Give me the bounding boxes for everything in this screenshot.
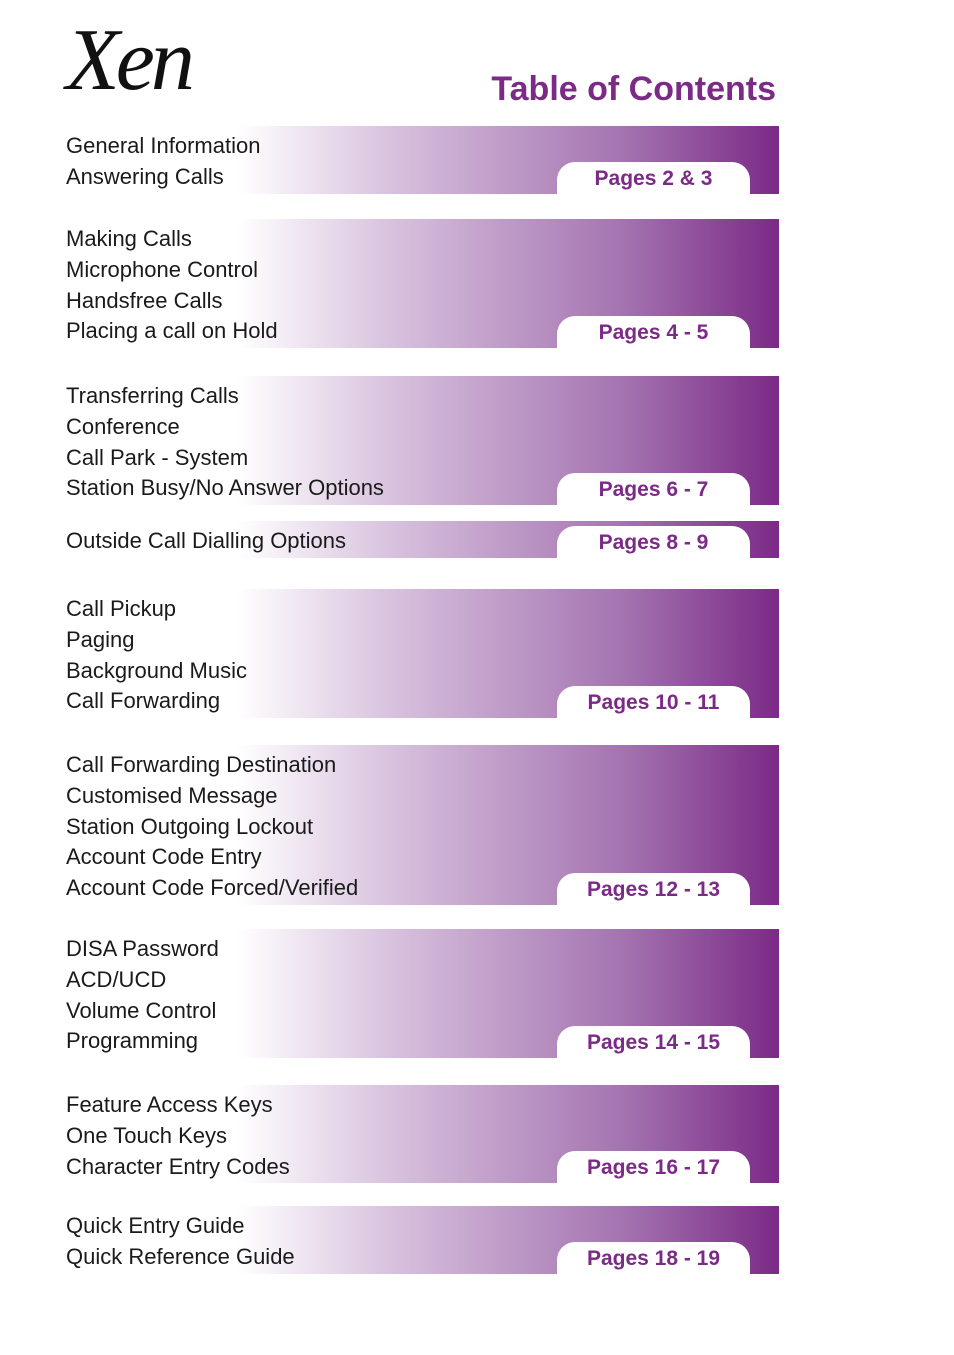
toc-item: Answering Calls: [66, 163, 224, 189]
toc-item: Station Busy/No Answer Options: [66, 475, 384, 501]
page-range: Pages 6 - 7: [557, 473, 750, 505]
title: Table of Contents: [491, 70, 776, 108]
toc-item: Call Forwarding Destination: [66, 752, 337, 777]
toc-item: Handsfree Calls: [66, 287, 223, 313]
toc-item: Quick Reference Guide: [66, 1243, 295, 1269]
toc-item: Making Calls: [66, 226, 192, 251]
toc-item: General Information: [66, 133, 261, 158]
toc-item: Microphone Control: [66, 256, 258, 282]
page-range: Pages 14 - 15: [557, 1026, 750, 1058]
toc-item: Customised Message: [66, 782, 278, 808]
toc-item: DISA Password: [66, 936, 219, 961]
toc-item: One Touch Keys: [66, 1122, 228, 1148]
toc-item: Quick Entry Guide: [66, 1213, 245, 1238]
toc-item: Station Outgoing Lockout: [66, 813, 314, 839]
page-range: Pages 4 - 5: [557, 316, 750, 348]
page-range: Pages 12 - 13: [557, 873, 750, 905]
toc-item: Volume Control: [66, 997, 217, 1023]
toc-item: ACD/UCD: [66, 966, 167, 992]
page-range: Pages 10 - 11: [557, 686, 750, 718]
toc-item: Account Code Forced/Verified: [66, 875, 359, 901]
toc-item: Call Forwarding: [66, 688, 221, 714]
toc-item: Feature Access Keys: [66, 1092, 273, 1117]
page-range: Pages 16 - 17: [557, 1151, 750, 1183]
toc-item: Account Code Entry: [66, 844, 262, 870]
toc-item: Programming: [66, 1028, 199, 1054]
page-range: Pages 8 - 9: [557, 526, 750, 558]
toc-item: Outside Call Dialling Options: [66, 528, 347, 553]
toc-item: Paging: [66, 626, 135, 652]
page-range: Pages 18 - 19: [557, 1242, 750, 1274]
toc-item: Transferring Calls: [66, 383, 239, 408]
toc-item: Placing a call on Hold: [66, 318, 278, 344]
logo: Xen: [66, 12, 195, 109]
toc-item: Background Music: [66, 657, 247, 683]
toc-item: Conference: [66, 413, 180, 439]
toc-item: Call Park - System: [66, 444, 249, 470]
toc-item: Call Pickup: [66, 596, 177, 621]
page-range: Pages 2 & 3: [557, 162, 750, 194]
toc-item: Character Entry Codes: [66, 1153, 290, 1179]
